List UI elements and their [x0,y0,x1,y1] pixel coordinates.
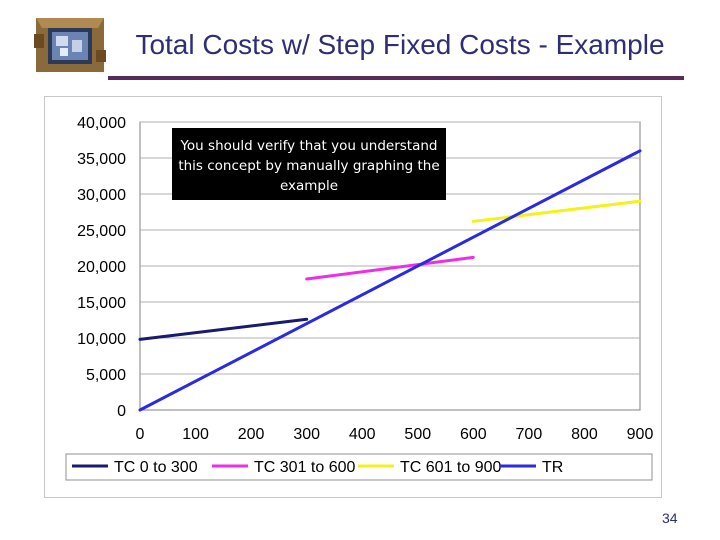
x-tick-label: 300 [293,426,320,443]
y-tick-label: 20,000 [77,259,126,276]
y-tick-label: 25,000 [77,223,126,240]
series-line-tc-301-to-600 [305,255,475,281]
x-tick-label: 600 [460,426,487,443]
x-tick-label: 0 [136,426,145,443]
series-line-tc-601-to-900 [471,199,642,223]
y-tick-label: 10,000 [77,331,126,348]
x-tick-label: 200 [238,426,265,443]
y-tick-label: 35,000 [77,151,126,168]
page-number: 34 [662,510,678,526]
y-tick-label: 5,000 [86,367,126,384]
y-tick-label: 40,000 [77,115,126,132]
logo-image [34,18,106,72]
x-tick-label: 400 [349,426,376,443]
y-tick-label: 0 [117,403,126,420]
title-divider [108,76,684,80]
slide-title: Total Costs w/ Step Fixed Costs - Exampl… [135,29,665,60]
x-tick-label: 500 [404,426,431,443]
series-line-tr [138,149,642,412]
callout-note: You should verify that you understand th… [172,128,446,200]
x-tick-label: 700 [516,426,543,443]
legend-label: TC 0 to 300 [114,459,198,476]
x-tick-label: 800 [571,426,598,443]
legend-label: TC 601 to 900 [400,459,502,476]
legend-label: TR [542,459,563,476]
y-tick-label: 15,000 [77,295,126,312]
y-tick-label: 30,000 [77,187,126,204]
series-line-tc-0-to-300 [138,317,309,341]
x-tick-label: 900 [627,426,654,443]
legend-label: TC 301 to 600 [254,459,356,476]
x-tick-label: 100 [182,426,209,443]
